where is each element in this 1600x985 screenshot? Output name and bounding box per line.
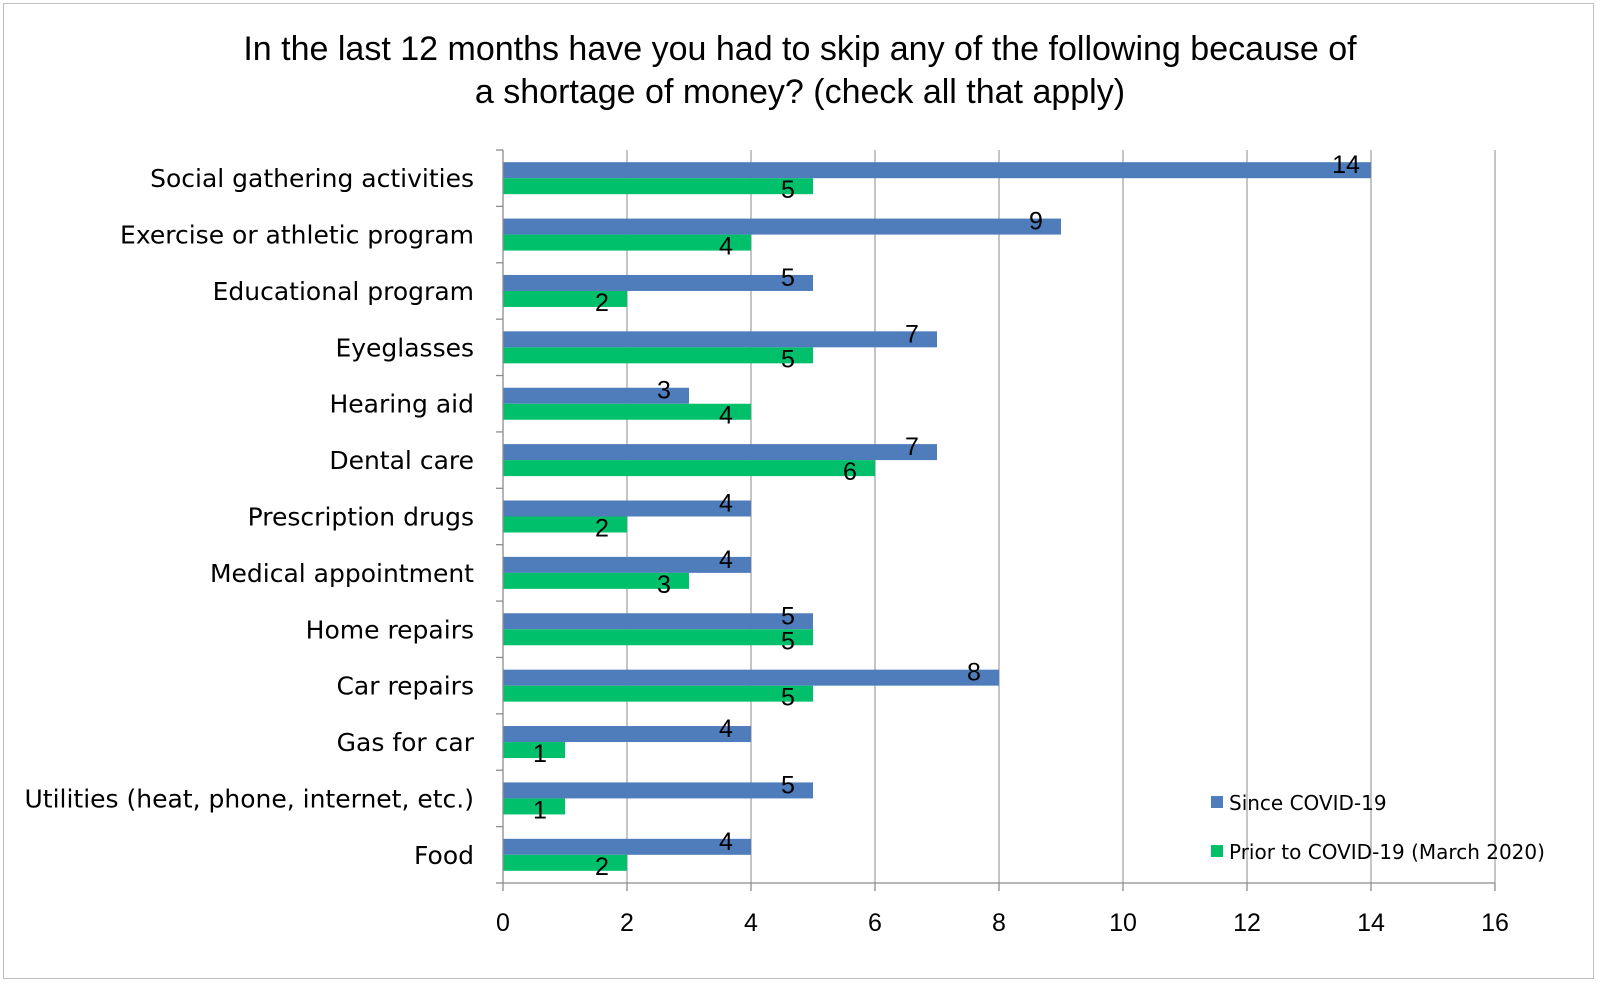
data-label-since-2: 5 (781, 264, 795, 292)
data-label-since-0: 14 (1332, 151, 1360, 179)
data-label-since-8: 5 (781, 602, 795, 630)
bar-since-3 (503, 331, 937, 348)
bar-since-7 (503, 556, 751, 573)
bar-prior-3 (503, 347, 813, 364)
data-label-prior-0: 5 (781, 176, 795, 204)
data-label-prior-10: 1 (533, 740, 547, 768)
data-label-since-9: 8 (967, 659, 981, 687)
data-label-prior-9: 5 (781, 684, 795, 712)
chart-title-line-2: a shortage of money? (check all that app… (474, 73, 1126, 111)
bar-prior-1 (503, 234, 751, 251)
bar-prior-2 (503, 290, 627, 307)
category-label: Eyeglasses (335, 333, 474, 362)
data-label-since-10: 4 (719, 715, 733, 743)
category-label: Hearing aid (329, 390, 474, 419)
bar-prior-4 (503, 403, 751, 420)
bar-prior-10 (503, 742, 565, 759)
legend-swatch-prior (1211, 845, 1223, 857)
data-label-prior-6: 2 (595, 515, 609, 543)
category-label: Medical appointment (210, 559, 474, 588)
category-label: Utilities (heat, phone, internet, etc.) (24, 784, 474, 813)
data-label-prior-5: 6 (843, 458, 857, 486)
data-label-prior-3: 5 (781, 345, 795, 373)
data-label-prior-2: 2 (595, 289, 609, 317)
category-label: Gas for car (337, 728, 475, 757)
category-label: Prescription drugs (248, 503, 474, 532)
x-tick-label-14: 14 (1357, 909, 1385, 937)
x-tick-label-2: 2 (620, 909, 634, 937)
data-label-since-7: 4 (719, 546, 733, 574)
data-label-since-5: 7 (905, 433, 919, 461)
data-label-prior-8: 5 (781, 627, 795, 655)
x-tick-label-10: 10 (1109, 909, 1137, 937)
x-tick-label-0: 0 (496, 909, 510, 937)
category-label: Dental care (329, 446, 474, 475)
data-label-since-3: 7 (905, 320, 919, 348)
data-label-since-6: 4 (719, 490, 733, 518)
bar-prior-6 (503, 516, 627, 533)
bar-prior-7 (503, 572, 689, 589)
bar-prior-5 (503, 460, 875, 477)
data-label-since-12: 4 (719, 828, 733, 856)
category-label: Home repairs (306, 615, 474, 644)
category-label: Educational program (213, 277, 474, 306)
bar-prior-9 (503, 685, 813, 702)
chart-title-line-1: In the last 12 months have you had to sk… (243, 30, 1357, 68)
category-label: Social gathering activities (150, 164, 474, 193)
category-label: Exercise or athletic program (120, 221, 474, 250)
category-label: Food (414, 841, 474, 870)
bar-prior-8 (503, 629, 813, 646)
bar-prior-11 (503, 798, 565, 815)
chart-title: In the last 12 months have you had to sk… (0, 28, 1600, 114)
bar-since-8 (503, 613, 813, 630)
bar-prior-12 (503, 854, 627, 871)
bar-since-9 (503, 669, 999, 686)
bar-prior-0 (503, 178, 813, 195)
x-tick-label-6: 6 (868, 909, 882, 937)
data-label-since-11: 5 (781, 771, 795, 799)
data-label-prior-7: 3 (657, 571, 671, 599)
category-label: Car repairs (336, 672, 474, 701)
x-tick-label-12: 12 (1233, 909, 1261, 937)
data-label-prior-11: 1 (533, 796, 547, 824)
legend-label-since: Since COVID-19 (1229, 791, 1387, 815)
bar-since-6 (503, 500, 751, 517)
x-tick-label-4: 4 (744, 909, 758, 937)
bar-since-5 (503, 444, 937, 461)
x-tick-label-16: 16 (1481, 909, 1509, 937)
bar-since-11 (503, 782, 813, 799)
bar-since-1 (503, 218, 1061, 235)
data-label-prior-4: 4 (719, 402, 733, 430)
bar-since-10 (503, 726, 751, 743)
bar-since-12 (503, 838, 751, 855)
legend-swatch-since (1211, 796, 1223, 808)
bar-since-0 (503, 162, 1371, 179)
data-label-prior-12: 2 (595, 853, 609, 881)
data-label-since-4: 3 (657, 377, 671, 405)
bar-since-4 (503, 387, 689, 404)
legend-label-prior: Prior to COVID-19 (March 2020) (1229, 840, 1545, 864)
bar-since-2 (503, 274, 813, 291)
data-label-since-1: 9 (1029, 208, 1043, 236)
x-tick-label-8: 8 (992, 909, 1006, 937)
data-label-prior-1: 4 (719, 233, 733, 261)
